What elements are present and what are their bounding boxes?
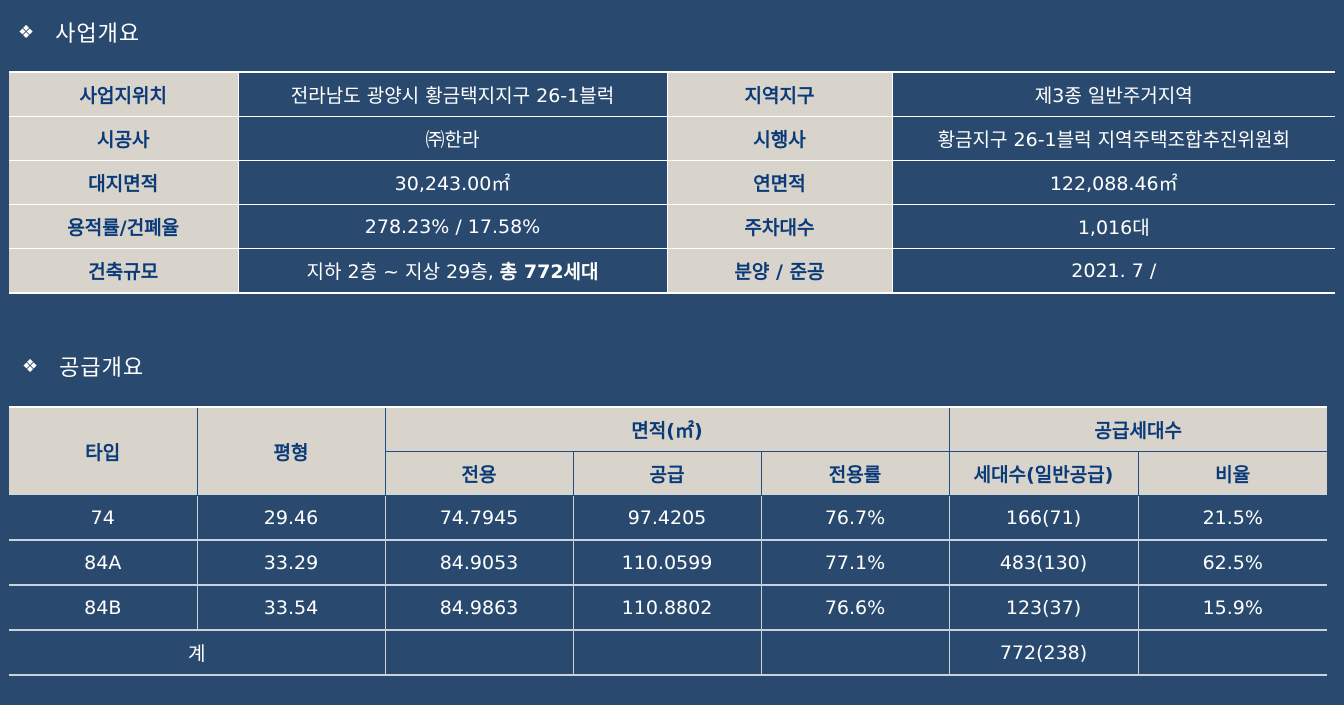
table-row: 시공사 ㈜한라 시행사 황금지구 26-1블럭 지역주택조합추진위원회 <box>9 116 1335 161</box>
label-developer: 시행사 <box>666 116 893 161</box>
header-row: 전용 공급 전용률 세대수(일반공급) 비율 <box>9 451 1327 496</box>
cell-empty <box>572 630 762 676</box>
cell-ratio: 77.1% <box>760 540 950 586</box>
cell-exclusive: 84.9053 <box>384 540 574 586</box>
table-row: 84B 33.54 84.9863 110.8802 76.6% 123(37)… <box>9 585 1327 631</box>
cell-pyeong: 33.54 <box>196 585 386 631</box>
building-scale-households: 총 772세대 <box>499 261 599 283</box>
cell-empty <box>384 630 574 676</box>
value-constructor: ㈜한라 <box>237 116 668 161</box>
value-site-location: 전라남도 광양시 황금택지지구 26-1블럭 <box>237 71 668 117</box>
table-row: 대지면적 30,243.00㎡ 연면적 122,088.46㎡ <box>9 160 1335 205</box>
cell-total-label: 계 <box>9 630 386 676</box>
cell-ratio: 76.7% <box>760 495 950 541</box>
cell-total-count: 772(238) <box>948 630 1139 676</box>
label-parking: 주차대수 <box>666 204 893 249</box>
table-row: 74 29.46 74.7945 97.4205 76.7% 166(71) 2… <box>9 495 1327 541</box>
label-site-location: 사업지위치 <box>9 71 239 117</box>
value-far-bcr: 278.23% / 17.58% <box>237 204 668 249</box>
label-building-scale: 건축규모 <box>9 248 239 294</box>
value-site-area: 30,243.00㎡ <box>237 160 668 205</box>
cell-supply-area: 97.4205 <box>572 495 762 541</box>
header-area: 면적(㎡) <box>384 406 950 452</box>
table-row: 사업지위치 전라남도 광양시 황금택지지구 26-1블럭 지역지구 제3종 일반… <box>9 71 1335 117</box>
header-row: 타입 평형 면적(㎡) 공급세대수 <box>9 406 1327 496</box>
section-title-supply: ❖ 공급개요 <box>22 350 144 382</box>
cell-share: 62.5% <box>1137 540 1327 586</box>
table-row: 84A 33.29 84.9053 110.0599 77.1% 483(130… <box>9 540 1327 586</box>
value-sale-completion: 2021. 7 / <box>891 248 1335 294</box>
cell-empty <box>760 630 950 676</box>
header-exclusive: 전용 <box>385 451 574 496</box>
cell-supply-area: 110.0599 <box>572 540 762 586</box>
section-title-overview: ❖ 사업개요 <box>18 16 140 48</box>
header-household-count: 세대수(일반공급) <box>948 451 1139 496</box>
label-constructor: 시공사 <box>9 116 239 161</box>
value-parking: 1,016대 <box>891 204 1335 249</box>
cell-share: 21.5% <box>1137 495 1327 541</box>
cell-type: 84B <box>9 585 198 631</box>
section-title-text: 사업개요 <box>55 22 141 47</box>
project-overview-table: 사업지위치 전라남도 광양시 황금택지지구 26-1블럭 지역지구 제3종 일반… <box>9 71 1335 294</box>
diamond-bullet-icon: ❖ <box>22 355 40 377</box>
cell-count: 123(37) <box>948 585 1139 631</box>
cell-pyeong: 29.46 <box>196 495 386 541</box>
section-title-text: 공급개요 <box>59 356 145 381</box>
value-building-scale: 지하 2층 ~ 지상 29층, 총 772세대 <box>237 248 668 294</box>
header-share: 비율 <box>1137 451 1327 496</box>
label-site-area: 대지면적 <box>9 160 239 205</box>
value-zoning: 제3종 일반주거지역 <box>891 71 1335 117</box>
cell-share: 15.9% <box>1137 585 1327 631</box>
cell-type: 74 <box>9 495 198 541</box>
header-exclusive-ratio: 전용률 <box>760 451 950 496</box>
table-row: 용적률/건폐율 278.23% / 17.58% 주차대수 1,016대 <box>9 204 1335 249</box>
cell-empty <box>1137 630 1327 676</box>
header-pyeong: 평형 <box>196 406 386 496</box>
label-floor-area: 연면적 <box>666 160 893 205</box>
cell-pyeong: 33.29 <box>196 540 386 586</box>
cell-type: 84A <box>9 540 198 586</box>
cell-count: 166(71) <box>948 495 1139 541</box>
total-row: 계 772(238) <box>9 630 1327 676</box>
header-supply-area: 공급 <box>572 451 762 496</box>
diamond-bullet-icon: ❖ <box>18 21 36 43</box>
value-floor-area: 122,088.46㎡ <box>891 160 1335 205</box>
label-sale-completion: 분양 / 준공 <box>666 248 893 294</box>
cell-supply-area: 110.8802 <box>572 585 762 631</box>
header-households: 공급세대수 <box>948 406 1327 452</box>
cell-ratio: 76.6% <box>760 585 950 631</box>
building-scale-floors: 지하 2층 ~ 지상 29층, <box>306 261 500 283</box>
cell-exclusive: 74.7945 <box>384 495 574 541</box>
header-type: 타입 <box>9 406 198 496</box>
cell-count: 483(130) <box>948 540 1139 586</box>
label-far-bcr: 용적률/건폐율 <box>9 204 239 249</box>
label-zoning: 지역지구 <box>666 71 893 117</box>
value-developer: 황금지구 26-1블럭 지역주택조합추진위원회 <box>891 116 1335 161</box>
supply-overview-table: 타입 평형 면적(㎡) 공급세대수 전용 공급 전용률 세대수(일반공급) 비율… <box>9 406 1327 676</box>
table-row: 건축규모 지하 2층 ~ 지상 29층, 총 772세대 분양 / 준공 202… <box>9 248 1335 294</box>
cell-exclusive: 84.9863 <box>384 585 574 631</box>
